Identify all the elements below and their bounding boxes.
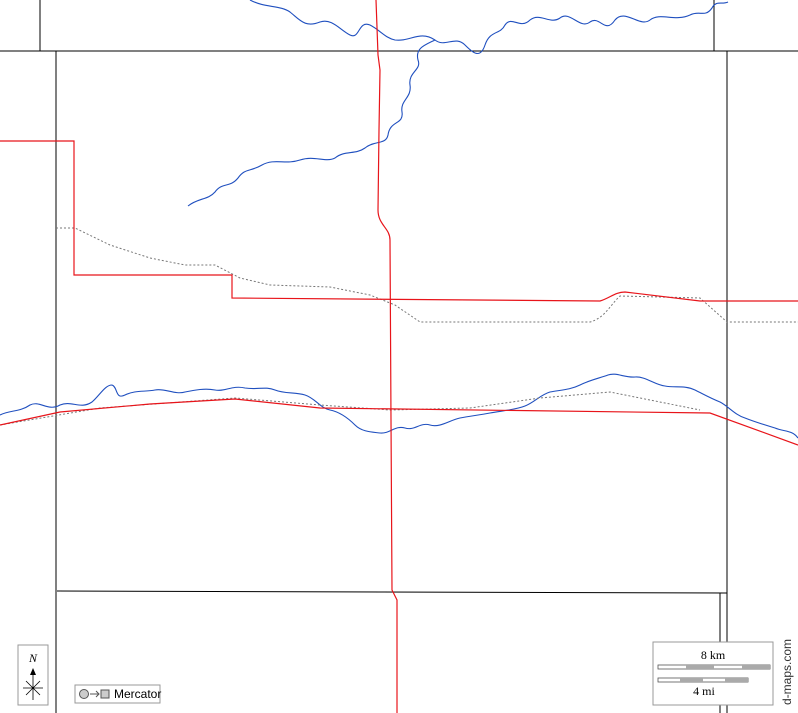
river (249, 0, 729, 54)
mi-bar-segment (680, 678, 703, 682)
km-bar-segment (742, 665, 770, 669)
railway (0, 391, 701, 426)
river (0, 373, 798, 439)
km-bar-segment (686, 665, 714, 669)
north-label: N (28, 651, 38, 665)
km-label: 8 km (701, 648, 726, 662)
globe-icon (79, 689, 89, 699)
scale-box (652, 641, 774, 706)
road (0, 140, 798, 302)
road (375, 0, 398, 713)
projection-label: Mercator (114, 687, 161, 701)
mi-label: 4 mi (693, 684, 715, 698)
projection-box (74, 684, 161, 704)
credit: d-maps.com (780, 639, 794, 705)
river (187, 39, 436, 207)
mi-bar-segment (725, 678, 748, 682)
projection-arrow (90, 690, 100, 698)
compass-rose (23, 670, 43, 700)
compass-arrow (30, 668, 36, 675)
road (0, 398, 798, 446)
railway (56, 227, 798, 323)
map-icon (100, 689, 110, 699)
